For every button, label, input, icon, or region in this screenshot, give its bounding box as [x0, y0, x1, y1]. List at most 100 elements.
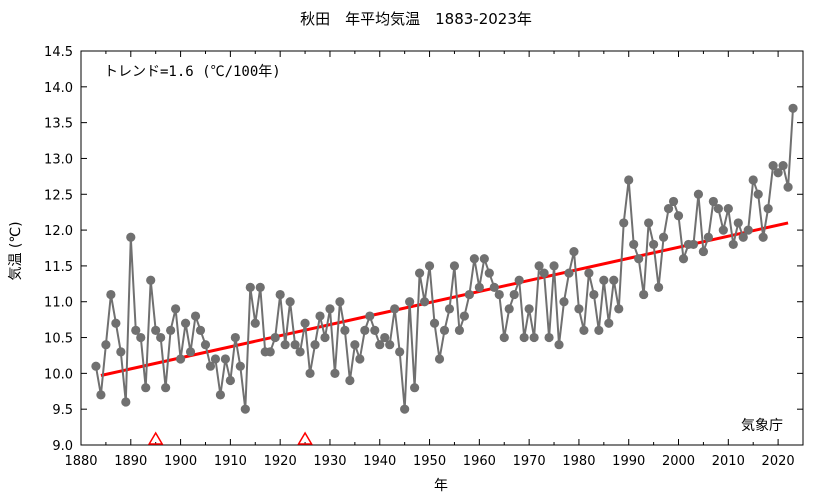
- data-point: [569, 246, 579, 257]
- y-tick-label: 14.0: [44, 81, 73, 96]
- series-line: [94, 108, 794, 410]
- data-point: [564, 268, 574, 278]
- x-axis-label: 年: [434, 478, 448, 494]
- data-point: [763, 204, 773, 214]
- data-point: [200, 340, 211, 350]
- data-point: [424, 261, 435, 271]
- data-point: [320, 332, 330, 343]
- data-point: [514, 275, 524, 285]
- x-tick-label: 1930: [313, 454, 346, 469]
- data-point: [375, 340, 385, 350]
- data-point: [639, 289, 649, 300]
- data-point: [589, 289, 599, 300]
- data-point: [688, 239, 699, 250]
- x-tick-label: 1900: [164, 454, 197, 469]
- data-point: [290, 340, 300, 350]
- source-label: 気象庁: [741, 418, 783, 434]
- data-point: [554, 340, 564, 350]
- data-point: [190, 311, 201, 321]
- data-point: [270, 332, 280, 343]
- data-point: [335, 297, 345, 307]
- data-point: [718, 225, 728, 235]
- data-point: [434, 354, 445, 364]
- data-point: [728, 239, 738, 250]
- x-tick-label: 2010: [712, 454, 745, 469]
- data-point: [131, 325, 141, 335]
- data-point: [180, 318, 191, 328]
- data-point: [524, 304, 534, 314]
- data-point: [509, 289, 519, 300]
- data-point: [713, 204, 723, 214]
- data-point: [444, 304, 455, 314]
- data-point: [539, 268, 549, 278]
- data-point: [355, 354, 365, 364]
- data-point: [614, 304, 624, 314]
- data-point: [385, 340, 395, 350]
- trend-line: [100, 221, 789, 377]
- data-point: [185, 347, 196, 357]
- data-point: [240, 404, 250, 414]
- data-point: [285, 297, 295, 307]
- data-point: [599, 275, 609, 285]
- data-point: [673, 211, 684, 221]
- data-point: [106, 289, 116, 300]
- data-point: [733, 218, 743, 228]
- data-point: [220, 354, 230, 364]
- data-point: [743, 225, 753, 235]
- y-tick-label: 12.5: [44, 188, 73, 203]
- data-point: [549, 261, 559, 271]
- data-point: [205, 361, 216, 371]
- y-tick-label: 13.5: [44, 117, 73, 132]
- data-point: [365, 311, 375, 321]
- data-point: [235, 361, 245, 371]
- data-point: [624, 175, 634, 185]
- x-tick-label: 1970: [513, 454, 546, 469]
- data-point: [768, 161, 778, 171]
- x-tick-label: 1920: [264, 454, 297, 469]
- data-point: [708, 196, 718, 207]
- data-point: [395, 347, 405, 357]
- data-point: [484, 268, 494, 278]
- data-point: [295, 347, 305, 357]
- data-point: [255, 282, 265, 292]
- data-point: [350, 340, 360, 350]
- data-point: [658, 232, 669, 242]
- data-point: [410, 383, 420, 393]
- data-point: [678, 254, 689, 264]
- data-point: [439, 325, 450, 335]
- data-point: [305, 368, 315, 378]
- data-point: [778, 161, 788, 171]
- data-point: [230, 332, 240, 343]
- data-point: [693, 189, 704, 199]
- data-point: [315, 311, 325, 321]
- data-point: [469, 254, 479, 264]
- data-point: [748, 175, 758, 185]
- data-point: [773, 168, 783, 178]
- data-point: [146, 275, 156, 285]
- data-point: [629, 239, 639, 250]
- data-point: [91, 361, 101, 371]
- x-tick-label: 1940: [363, 454, 396, 469]
- data-point: [310, 340, 320, 350]
- data-point: [579, 325, 589, 335]
- data-point: [126, 232, 136, 242]
- data-point: [300, 318, 310, 328]
- data-point: [788, 103, 798, 113]
- data-point: [634, 254, 644, 264]
- y-tick-label: 14.5: [44, 45, 73, 60]
- data-point: [419, 297, 430, 307]
- data-point: [116, 347, 126, 357]
- data-point: [195, 325, 206, 335]
- data-point: [370, 325, 380, 335]
- station-change-marker: [297, 431, 313, 445]
- data-point: [574, 304, 584, 314]
- data-point: [101, 340, 111, 350]
- data-point: [340, 325, 350, 335]
- data-point: [474, 282, 484, 292]
- data-point: [380, 332, 390, 343]
- trend-label: トレンド=1.6 (℃/100年): [104, 64, 281, 80]
- data-point: [489, 282, 499, 292]
- x-tick-label: 2000: [662, 454, 695, 469]
- data-point: [330, 368, 340, 378]
